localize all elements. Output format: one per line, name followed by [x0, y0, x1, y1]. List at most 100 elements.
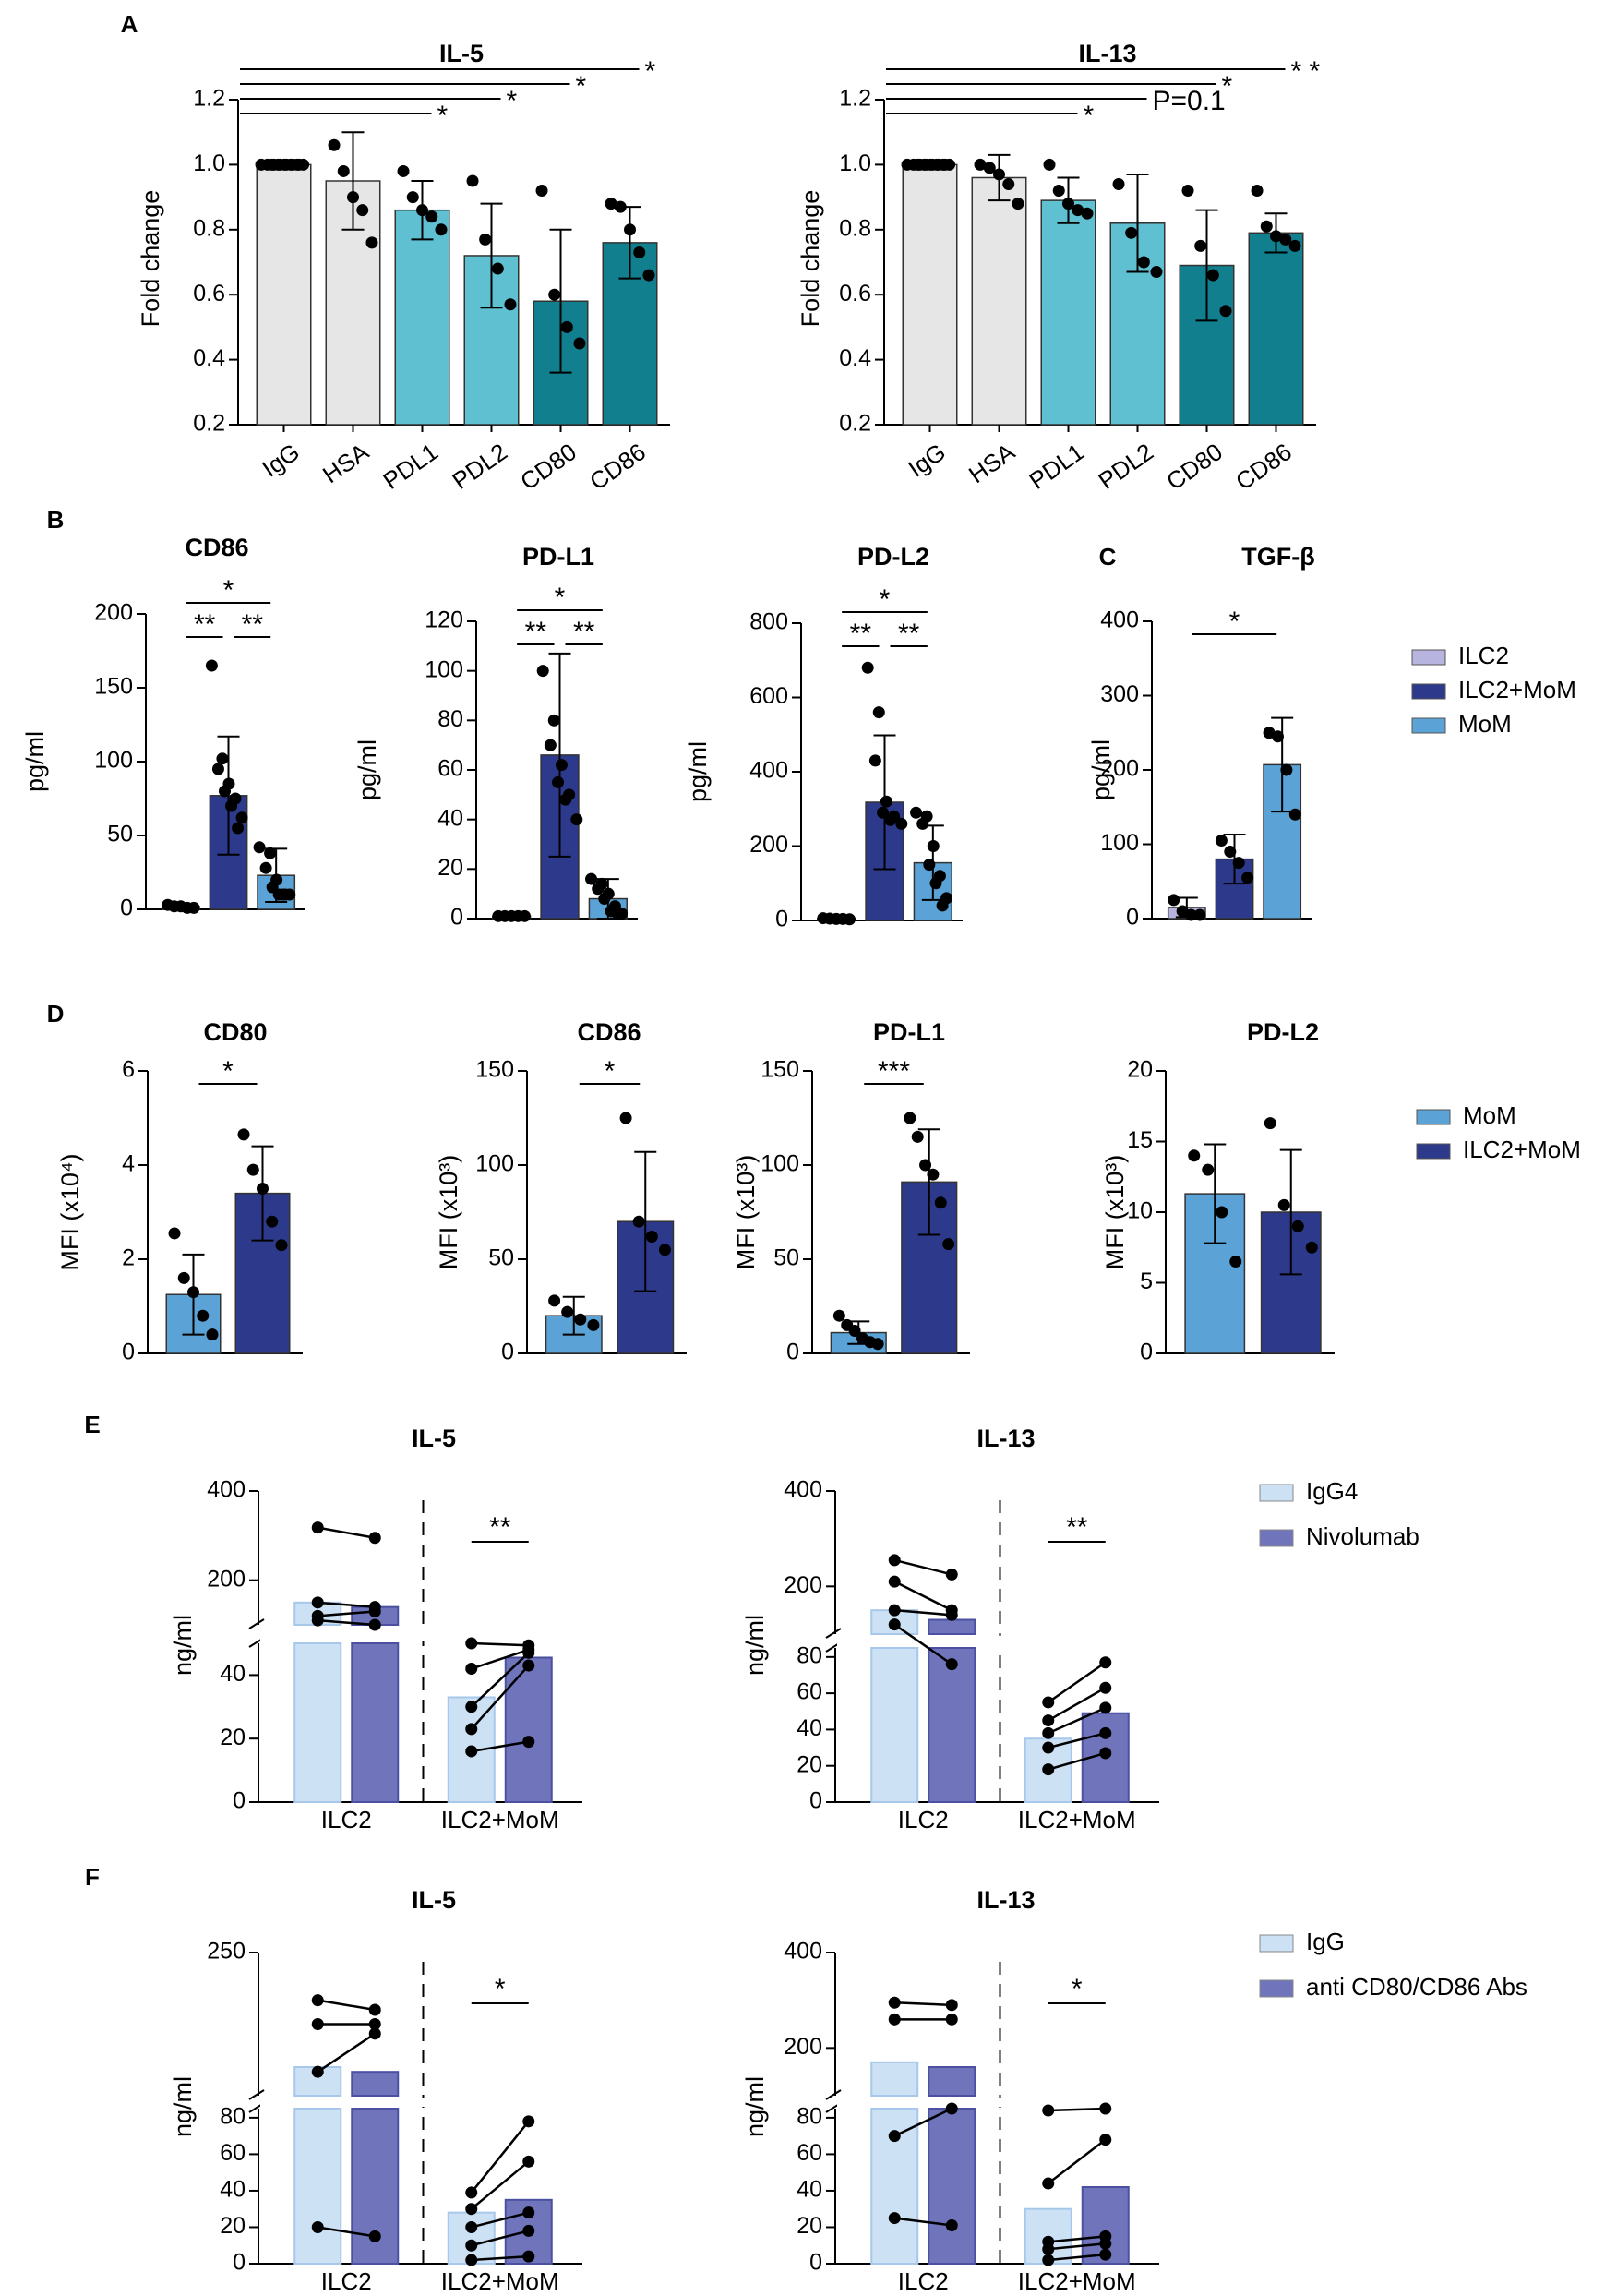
data-point	[548, 288, 561, 301]
paired-line	[1048, 1687, 1107, 1722]
y-tick-label: 20	[1127, 1057, 1153, 1083]
data-point	[397, 164, 410, 177]
panel-letter: A	[121, 10, 138, 38]
data-point	[435, 223, 448, 236]
data-point	[871, 1338, 884, 1351]
y-tick-label: 100	[475, 1151, 514, 1177]
significance-label: *	[880, 584, 891, 615]
bar	[504, 1656, 553, 1803]
y-tick-label: 80	[220, 2103, 246, 2129]
y-tick-label: 0.8	[839, 215, 871, 241]
y-axis-label: pg/ml	[684, 741, 712, 802]
x-tick-label: CD80	[1161, 438, 1228, 496]
data-point	[356, 204, 369, 217]
y-axis-label: pg/ml	[353, 739, 381, 800]
bar	[1040, 199, 1096, 426]
chart-title: PD-L1	[522, 543, 594, 571]
data-point	[368, 1532, 381, 1545]
bar	[1248, 232, 1304, 426]
y-tick-label: 60	[220, 2140, 246, 2166]
data-point	[843, 913, 856, 926]
y-tick-label: 0	[809, 2250, 822, 2276]
data-point	[929, 877, 942, 890]
data-point	[253, 841, 266, 854]
y-tick-label: 6	[122, 1057, 135, 1083]
paired-line	[894, 2001, 952, 2007]
x-tick-label: CD86	[1230, 438, 1297, 496]
y-tick-label: 20	[220, 2213, 246, 2239]
legend-label: MoM	[1458, 710, 1512, 738]
data-point	[559, 793, 572, 806]
x-tick-label: ILC2	[898, 1806, 949, 1833]
data-point	[983, 162, 996, 174]
data-point	[219, 785, 231, 798]
y-tick-label: 1.0	[193, 150, 225, 176]
data-point	[945, 1658, 958, 1671]
paired-line	[1048, 1661, 1107, 1703]
data-point	[888, 2130, 901, 2143]
y-tick-label: 60	[437, 756, 463, 782]
y-tick-label: 0	[786, 1340, 799, 1365]
chart-title: IL-5	[412, 1424, 456, 1452]
y-tick-label: 200	[784, 1572, 822, 1598]
data-point	[888, 1604, 901, 1617]
y-tick-label: 1.2	[839, 86, 871, 112]
data-point	[1202, 1163, 1215, 1176]
data-point	[1099, 1681, 1112, 1694]
y-tick-label: 40	[797, 1715, 822, 1741]
data-point	[945, 1568, 958, 1581]
x-tick-label: PDL1	[1024, 438, 1088, 495]
chart-title: TGF-β	[1241, 543, 1314, 571]
data-point	[895, 817, 908, 830]
y-tick-label: 400	[784, 1939, 822, 1965]
data-point	[368, 2018, 381, 2030]
data-point	[518, 909, 531, 922]
significance-label: **	[242, 609, 264, 640]
data-point	[1224, 846, 1237, 859]
y-tick-label: 600	[749, 683, 788, 709]
data-point	[522, 1646, 535, 1659]
chart-c-tgfb: C TGF-β pg/ml 0 100 200 300 400 * ILC2 ILC2+MoM MoM	[1087, 543, 1576, 931]
data-point	[368, 2230, 381, 2242]
data-point	[611, 908, 624, 920]
data-point	[614, 200, 627, 213]
y-tick-label: 2	[122, 1245, 135, 1271]
y-tick-label: 400	[749, 758, 788, 784]
significance-label: **	[489, 1512, 511, 1543]
paired-line	[1048, 1751, 1107, 1771]
x-tick-label: ILC2	[321, 2267, 372, 2295]
y-tick-label: 100	[1100, 830, 1139, 856]
data-point	[1185, 908, 1198, 921]
data-point	[1279, 233, 1292, 246]
significance-label: *	[222, 1056, 234, 1087]
data-point	[368, 1605, 381, 1617]
x-tick-label: HSA	[964, 438, 1021, 489]
data-point	[555, 759, 568, 772]
bar	[928, 2108, 976, 2265]
chart-a-il5: A IL-5 Fold change 0.2 0.4 0.6 0.8 1.0 1.2 IgG HSA…	[121, 10, 670, 496]
data-point	[619, 1112, 632, 1124]
data-point	[884, 813, 897, 826]
data-point	[425, 210, 438, 223]
chart-title: CD80	[203, 1018, 267, 1046]
y-tick-label: 200	[207, 1566, 246, 1592]
legend-swatch	[1411, 683, 1446, 700]
data-point	[1216, 1206, 1228, 1219]
data-point	[934, 1196, 947, 1209]
data-point	[522, 2155, 535, 2168]
paired-line	[1047, 2138, 1107, 2185]
paired-line	[893, 2107, 952, 2137]
data-point	[574, 1313, 587, 1326]
y-tick-label: 100	[94, 748, 133, 774]
data-point	[923, 859, 936, 872]
data-point	[624, 223, 636, 236]
paired-line	[894, 2217, 952, 2227]
x-tick-label: ILC2+MoM	[1018, 1806, 1136, 1833]
chart-f-il13: IL-13 ng/ml 0 20 40 60 80 200 400 ILC2 ILC2+MoM * Ig…	[741, 1886, 1527, 2295]
y-tick-label: 0.2	[193, 411, 225, 437]
paired-line	[893, 1558, 952, 1576]
y-tick-label: 40	[437, 805, 463, 831]
legend-swatch	[1259, 1529, 1294, 1547]
bar	[870, 1647, 919, 1803]
data-point	[658, 1244, 671, 1256]
